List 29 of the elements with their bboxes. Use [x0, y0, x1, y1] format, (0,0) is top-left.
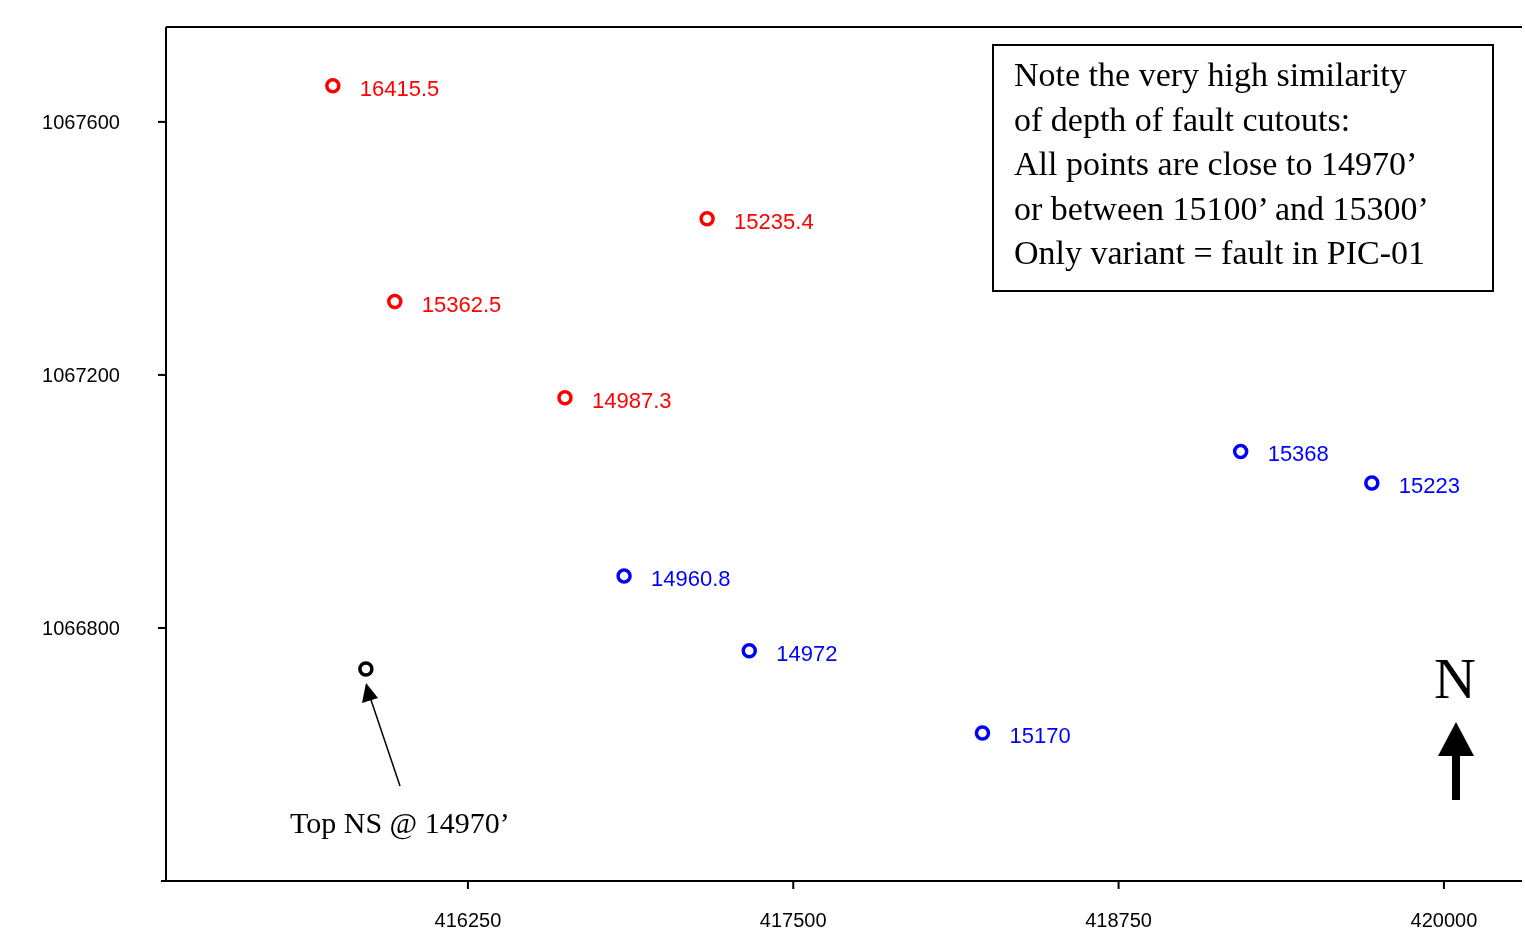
y-tick-label: 1066800: [42, 616, 120, 639]
point: [616, 568, 632, 584]
point: [557, 389, 573, 406]
point: [741, 642, 758, 659]
annotation: Note the very high similarity of depth of fault cutouts: All points are close to 14970’ or between 15100’ and 15300’ Only variant = fault in PIC-01: [1014, 56, 1429, 271]
annotation: 14960.8: [651, 566, 731, 592]
x-tick-label: 418750: [1085, 909, 1152, 931]
point: [974, 725, 991, 741]
x-tick-label: 417500: [759, 909, 827, 931]
annotation: N: [1434, 646, 1476, 711]
y-tick-label: 1067200: [42, 363, 120, 386]
annotation: 15223: [1398, 473, 1461, 499]
annotation: 15170: [1009, 722, 1071, 748]
annotation: 16415.5: [359, 75, 440, 101]
point: [387, 293, 403, 310]
x-tick-label: 416250: [434, 909, 502, 931]
point: [699, 210, 715, 227]
annotation: 14972: [776, 640, 838, 666]
x-tick-label: 420000: [1410, 909, 1478, 931]
annotation: Top NS @ 14970’: [290, 806, 510, 840]
annotation: 15362.5: [421, 291, 502, 317]
point: [1232, 443, 1249, 460]
point: [325, 78, 341, 94]
annotation: 14987.3: [591, 387, 672, 413]
annotation: 15368: [1267, 441, 1329, 467]
point: [1364, 475, 1380, 491]
point: [358, 661, 374, 677]
annotation: 15235.4: [734, 208, 814, 234]
y-tick-label: 1067600: [42, 110, 120, 133]
